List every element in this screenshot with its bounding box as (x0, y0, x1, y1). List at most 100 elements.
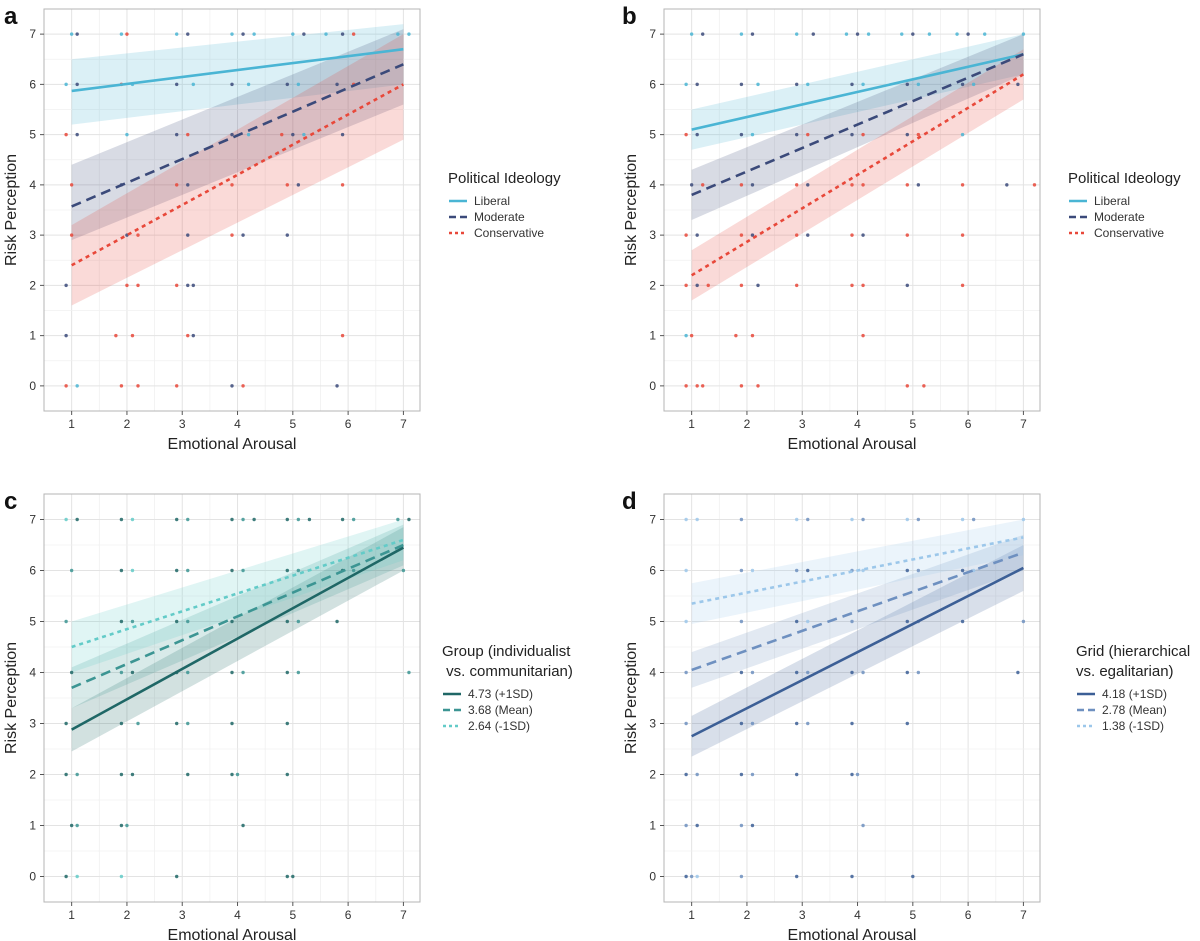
data-point (706, 283, 710, 288)
data-point (1016, 670, 1020, 675)
panel-label-c: c (4, 488, 17, 515)
data-point (905, 670, 909, 675)
data-point (750, 823, 755, 828)
legend: Political Ideology Liberal Moderate Conserv… (448, 170, 561, 240)
data-point (739, 823, 744, 828)
data-point (285, 772, 289, 777)
data-point (75, 772, 79, 777)
data-point (689, 874, 694, 879)
data-point (739, 82, 744, 87)
data-point (861, 183, 865, 187)
regression-line (691, 52, 1024, 131)
legend-label: 1.38 (-1SD) (1102, 719, 1164, 733)
data-point (756, 82, 760, 87)
data-point (285, 874, 289, 879)
confidence-band (71, 519, 404, 673)
data-point (684, 568, 688, 573)
data-point (296, 517, 301, 522)
data-point (739, 517, 744, 522)
legend-label: Moderate (474, 210, 525, 224)
data-point (955, 32, 959, 36)
data-point (136, 283, 140, 288)
data-point (916, 183, 921, 187)
y-tick-label: 5 (29, 128, 36, 142)
data-point (861, 568, 865, 573)
data-point (296, 619, 301, 624)
data-point (734, 333, 738, 338)
data-point (285, 568, 289, 573)
data-point (69, 568, 74, 573)
y-tick-label: 1 (649, 819, 656, 833)
data-point (795, 517, 799, 522)
data-point (230, 568, 234, 573)
data-point (136, 721, 140, 726)
y-axis-title: Risk Perception (623, 642, 640, 754)
data-point (340, 517, 345, 522)
data-point (750, 670, 755, 675)
y-tick-label: 2 (649, 278, 656, 292)
y-tick-label: 4 (649, 666, 656, 680)
x-tick-label: 1 (688, 417, 695, 431)
regression-line (71, 63, 404, 208)
data-point (119, 823, 124, 828)
data-point (302, 132, 306, 137)
x-tick-label: 3 (179, 908, 186, 922)
data-point (401, 568, 406, 573)
x-tick-label: 1 (68, 908, 75, 922)
y-tick-label: 0 (29, 379, 36, 393)
legend-title: Grid (hierarchical (1076, 643, 1190, 660)
data-point (795, 183, 799, 187)
data-point (806, 619, 810, 624)
data-point (960, 233, 965, 237)
regression-line (71, 83, 405, 267)
gridlines (664, 494, 1040, 902)
legend: Political Ideology Liberal Moderate Conserv… (1068, 170, 1181, 240)
x-tick-label: 4 (854, 908, 861, 922)
regression-lines (71, 47, 405, 267)
data-point (960, 568, 965, 573)
data-point (340, 333, 345, 338)
data-point (340, 32, 345, 36)
data-point (186, 619, 190, 624)
data-point (230, 32, 234, 36)
x-tick-label: 6 (345, 908, 352, 922)
data-point (230, 82, 234, 87)
x-axis-title: Emotional Arousal (788, 436, 917, 453)
data-point (806, 721, 810, 726)
data-point (750, 772, 755, 777)
x-tick-label: 1 (688, 908, 695, 922)
panel-label-a: a (4, 3, 18, 30)
panel-a: a 1 2 3 4 5 6 7 0 1 2 3 4 5 6 7 Emotional Arousal Risk P… (3, 3, 561, 453)
data-point (695, 233, 699, 237)
y-axis-title: Risk Perception (3, 642, 20, 754)
x-tick-label: 3 (179, 417, 186, 431)
y-tick-label: 3 (649, 717, 656, 731)
data-point (186, 568, 190, 573)
data-point (241, 32, 245, 36)
y-tick-label: 6 (649, 564, 656, 578)
data-point (861, 233, 865, 237)
regression-lines (691, 536, 1024, 738)
legend-title: Group (individualist (442, 643, 571, 660)
data-point (75, 82, 79, 87)
x-tick-label: 6 (345, 417, 352, 431)
data-point (927, 32, 932, 36)
regression-lines (71, 538, 405, 731)
regression-line (71, 538, 404, 649)
data-point (701, 384, 705, 388)
data-point (795, 619, 799, 624)
data-point (916, 670, 921, 675)
data-point (971, 517, 976, 522)
data-point (191, 82, 195, 87)
x-tick-label: 3 (799, 908, 806, 922)
data-point (795, 568, 799, 573)
data-point (186, 517, 190, 522)
data-point (69, 183, 74, 187)
data-point (75, 384, 79, 388)
y-tick-label: 6 (29, 77, 36, 91)
legend-title: Political Ideology (1068, 170, 1181, 187)
data-point (795, 670, 799, 675)
y-tick-label: 0 (649, 379, 656, 393)
data-point (684, 874, 688, 879)
panel-b: b 1 2 3 4 5 6 7 0 1 2 3 4 5 6 7 Emotional Arousal Risk P… (622, 3, 1181, 453)
